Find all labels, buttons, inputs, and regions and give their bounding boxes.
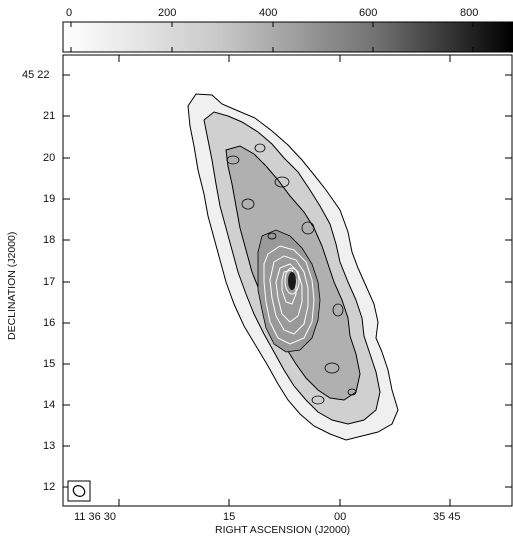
y-tick-label-18: 18: [43, 234, 56, 246]
y-tick-label-21: 21: [43, 110, 56, 122]
colorbar-tick-label-200: 200: [158, 7, 177, 19]
x-tick-label-00: 00: [334, 511, 347, 523]
y-tick-label-16: 16: [43, 317, 56, 329]
colorbar: [62, 21, 513, 53]
y-tick-label-45-22: 45 22: [22, 69, 50, 81]
x-axis-title: RIGHT ASCENSION (J2000): [215, 524, 351, 536]
y-tick-label-14: 14: [43, 399, 56, 411]
contour-islands: [226, 143, 357, 405]
colorbar-tick-label-0: 0: [66, 7, 73, 19]
x-tick-label-15: 15: [223, 511, 236, 523]
axis-ticks: [63, 55, 512, 506]
colorbar-ticks: [70, 22, 474, 52]
colorbar-tick-label-800: 800: [460, 7, 479, 19]
y-tick-label-13: 13: [43, 440, 56, 452]
galaxy-nucleus: [288, 272, 296, 290]
y-tick-label-19: 19: [43, 193, 56, 205]
colorbar-tick-label-600: 600: [359, 7, 378, 19]
colorbar-gradient: [62, 21, 513, 53]
beam-symbol: [67, 480, 91, 502]
y-tick-label-17: 17: [43, 276, 56, 288]
colorbar-tick-label-400: 400: [259, 7, 278, 19]
x-tick-label-35-45: 35 45: [433, 511, 461, 523]
galaxy-emission: [187, 93, 399, 441]
y-tick-label-12: 12: [43, 481, 56, 493]
x-tick-label-11-36-30: 11 36 30: [74, 511, 117, 523]
y-axis-title: DECLINATION (J2000): [6, 231, 18, 340]
y-tick-label-20: 20: [43, 152, 56, 164]
y-tick-label-15: 15: [43, 358, 56, 370]
